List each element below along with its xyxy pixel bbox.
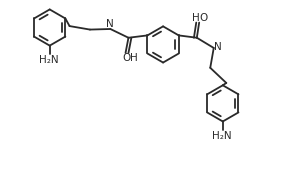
Text: H₂N: H₂N [39, 55, 59, 65]
Text: O: O [122, 53, 131, 63]
Text: N: N [106, 19, 114, 29]
Text: O: O [200, 13, 208, 23]
Text: H₂N: H₂N [212, 131, 232, 141]
Text: H: H [192, 13, 200, 23]
Text: H: H [129, 53, 137, 63]
Text: N: N [214, 42, 222, 52]
